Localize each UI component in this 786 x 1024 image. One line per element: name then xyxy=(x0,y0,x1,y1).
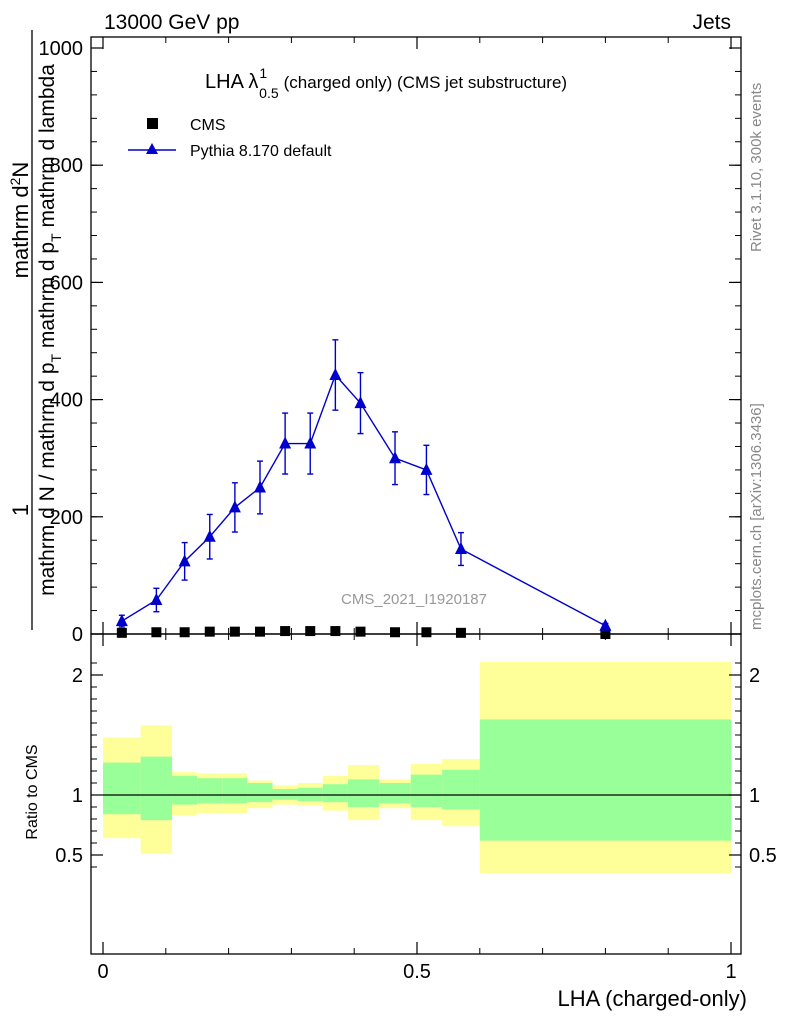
cms-data-point xyxy=(330,626,341,637)
pythia-data-point xyxy=(304,436,317,449)
ylabel-den-2: mathrm d p xyxy=(36,242,59,354)
ratio-ytick-label-left: 1 xyxy=(72,785,83,807)
title-prefix: LHA λ xyxy=(205,71,258,93)
xlabel: LHA (charged-only) xyxy=(557,986,747,1011)
cms-data-point xyxy=(390,627,401,638)
legend: CMS Pythia 8.170 default xyxy=(128,117,332,160)
cms-data-point xyxy=(355,626,366,637)
ratio-band-inner xyxy=(322,784,348,803)
svg-text:mathrm d2N: mathrm d2N xyxy=(7,162,33,279)
pythia-data-point xyxy=(115,614,128,627)
main-ylabel: 1 mathrm d2N mathrm d N / mathrm d pT ma… xyxy=(7,30,64,630)
ylabel-den-sub-2: T xyxy=(48,233,64,242)
ratio-ytick-label-left: 2 xyxy=(72,665,83,687)
pythia-data-point xyxy=(354,396,367,409)
pythia-series-line xyxy=(121,373,606,627)
header-process: Jets xyxy=(692,11,731,34)
pythia-data-point xyxy=(178,554,191,567)
main-ytick-label: 0 xyxy=(72,624,83,646)
pythia-data-point xyxy=(228,500,241,513)
cms-data-point xyxy=(229,626,240,637)
main-ytick-label: 200 xyxy=(50,507,83,529)
cms-data-point xyxy=(116,627,127,638)
pythia-data-point xyxy=(150,593,163,606)
rivet-label: Rivet 3.1.10, 300k events xyxy=(748,83,765,252)
plot-title: LHA λ1 0.5 (charged only) (CMS jet substru… xyxy=(205,65,567,101)
pythia-data-point xyxy=(254,480,266,493)
ratio-ytick-label-right: 0.5 xyxy=(749,845,777,867)
ratio-band-inner xyxy=(347,779,380,807)
legend-cms-label: CMS xyxy=(190,117,226,134)
ratio-band-inner xyxy=(247,783,273,803)
main-ytick-label: 400 xyxy=(50,390,83,412)
ratio-ylabel: Ratio to CMS xyxy=(24,744,41,839)
pythia-data-point xyxy=(279,436,292,449)
ylabel-den-3: mathrm d lambda xyxy=(36,64,59,234)
ratio-band-inner xyxy=(479,719,731,841)
legend-cms-marker xyxy=(147,118,158,129)
ratio-ytick-label-right: 2 xyxy=(749,665,760,687)
ylabel-num-4: N xyxy=(8,162,33,178)
svg-text:1: 1 xyxy=(8,504,33,516)
ratio-band-inner xyxy=(222,778,248,804)
mcplots-label: mcplots.cern.ch [arXiv:1306.3436] xyxy=(748,403,765,630)
main-plot-frame xyxy=(90,36,742,635)
axes: 0 200 400 600 800 1000 0.5 0.5 1 1 2 2 0 0.5 1 xyxy=(39,37,777,983)
cms-data-point xyxy=(151,627,162,638)
title-suffix: (charged only) (CMS jet substructure) xyxy=(284,73,567,92)
ratio-xtick-label: 0 xyxy=(97,961,108,983)
pythia-data-point xyxy=(203,529,216,542)
main-plot-marks xyxy=(115,339,612,639)
title-sup: 1 xyxy=(259,65,267,81)
pythia-data-point xyxy=(389,451,402,464)
ratio-xtick-label: 1 xyxy=(725,961,736,983)
ylabel-num-2: mathrm d xyxy=(8,185,33,278)
ratio-bands xyxy=(103,661,731,873)
ratio-xtick-label: 0.5 xyxy=(403,961,431,983)
cms-data-point xyxy=(455,627,466,638)
svg-text:mathrm d N / mathrm d pT mathr: mathrm d N / mathrm d pT mathrm d pT mat… xyxy=(36,64,64,596)
pythia-data-point xyxy=(454,542,467,555)
main-ytick-label: 600 xyxy=(50,272,83,294)
ratio-band-inner xyxy=(197,778,223,804)
cms-data-point xyxy=(204,626,215,637)
cms-data-point xyxy=(179,627,190,638)
ratio-band-inner xyxy=(410,774,443,807)
cms-data-point xyxy=(421,627,432,638)
cms-data-point xyxy=(305,626,316,637)
ratio-plot-frame xyxy=(90,633,742,955)
ratio-ytick-label-right: 1 xyxy=(749,785,760,807)
cms-data-point xyxy=(280,626,291,637)
legend-pythia-marker xyxy=(146,143,158,154)
pythia-data-point xyxy=(420,462,433,475)
title-sub: 0.5 xyxy=(259,85,279,101)
main-ytick-label: 1000 xyxy=(39,38,84,60)
ylabel-num-1: 1 xyxy=(8,504,33,516)
ratio-band-inner xyxy=(442,769,480,810)
ylabel-den-1: mathrm d N / mathrm d p xyxy=(36,363,59,596)
ratio-band-inner xyxy=(172,775,198,805)
ratio-band-inner xyxy=(140,756,173,821)
watermark: CMS_2021_I1920187 xyxy=(341,591,487,608)
ratio-band-inner xyxy=(379,783,411,804)
ylabel-num-3: 2 xyxy=(7,177,23,185)
ylabel-den-sub: T xyxy=(48,354,64,363)
cms-data-point xyxy=(255,626,265,637)
ratio-band-inner xyxy=(103,762,141,815)
header-collision: 13000 GeV pp xyxy=(104,11,239,34)
legend-pythia-label: Pythia 8.170 default xyxy=(190,143,332,160)
ratio-ytick-label-left: 0.5 xyxy=(55,845,83,867)
cms-data-point xyxy=(600,629,611,639)
pythia-data-point xyxy=(329,367,342,380)
main-ytick-label: 800 xyxy=(50,155,83,177)
pythia-data-point xyxy=(599,618,612,631)
